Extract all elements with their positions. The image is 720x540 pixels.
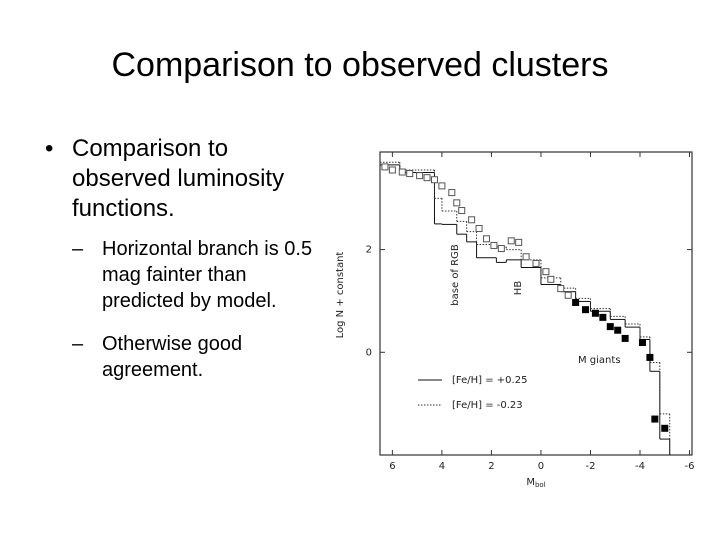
plot-frame [379,151,693,456]
x-tick-label: 6 [389,461,395,472]
point [606,323,614,331]
point [582,306,590,314]
point [475,225,483,233]
x-tick-label: -2 [585,461,595,472]
point [547,275,555,283]
point [430,176,438,184]
point [453,199,461,207]
point [398,168,406,176]
point [497,245,505,253]
x-tick-label: 4 [439,461,445,472]
point [416,172,424,180]
sub-bullet-text: Horizontal branch is 0.5 mag fainter tha… [102,238,313,312]
y-tick-label: 2 [366,245,372,256]
point [638,339,646,347]
bullet-text: Comparison to observed luminosity functi… [72,135,285,222]
x-tick-label: 2 [488,461,494,472]
annotation: HB [513,281,524,296]
point [651,415,659,423]
point [458,207,466,215]
point [646,353,654,361]
x-tick-label: 0 [538,461,544,472]
sub-bullet-text: Otherwise good agreement. [102,333,243,381]
x-tick-label: -4 [635,461,645,472]
slide-title: Comparison to observed clusters [111,46,609,84]
point [406,170,414,178]
point [661,424,669,432]
point [564,291,572,299]
point [621,334,629,342]
point [423,174,431,182]
point [438,182,446,190]
point [522,253,530,261]
annotation: M giants [578,355,621,366]
point [388,166,396,174]
x-axis-label: Mbol [526,477,545,489]
point [448,189,456,197]
legend-label: [Fe/H] = -0.23 [452,400,523,411]
point [507,237,515,245]
point [542,268,550,276]
point [591,309,599,317]
legend-label: [Fe/H] = +0.25 [452,375,527,386]
point [599,313,607,321]
point [381,163,389,171]
point [482,235,490,243]
point [557,285,565,293]
point [532,259,540,267]
point [468,216,476,224]
y-axis-label: Log N + constant [335,252,346,339]
x-tick-label: -6 [685,461,695,472]
point [515,238,523,246]
y-tick-label: 0 [366,347,372,358]
point [614,326,622,334]
point [490,241,498,249]
annotation: base of RGB [450,244,461,306]
point [572,298,580,306]
